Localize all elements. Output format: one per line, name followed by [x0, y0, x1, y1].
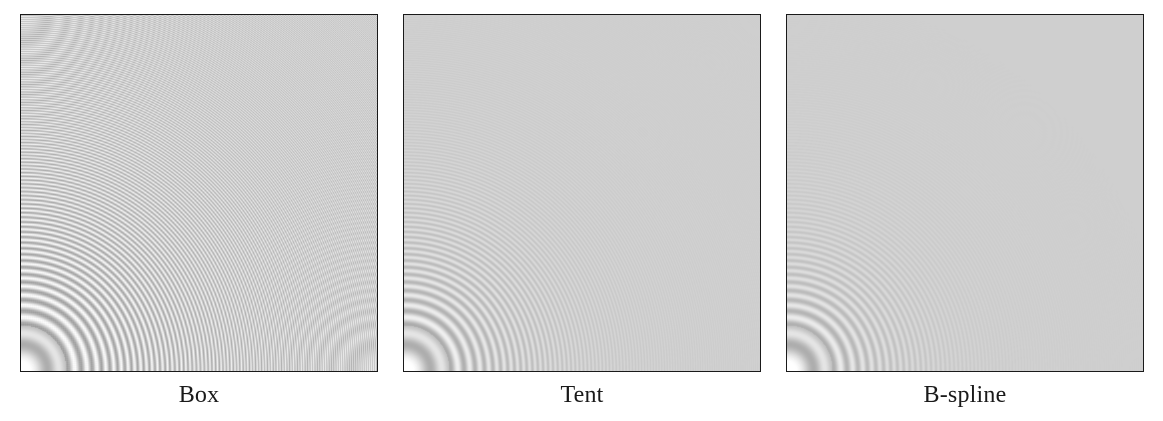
tent-caption: Tent: [560, 382, 604, 408]
box-filter-image: [20, 14, 378, 372]
box-caption: Box: [178, 382, 220, 408]
bspline-filter-image: [786, 14, 1144, 372]
box-zone-plate-canvas: [21, 15, 377, 371]
tent-filter-image: [403, 14, 761, 372]
bspline-zone-plate-canvas: [787, 15, 1143, 371]
tent-zone-plate-canvas: [404, 15, 760, 371]
bspline-caption: B-spline: [923, 382, 1007, 408]
